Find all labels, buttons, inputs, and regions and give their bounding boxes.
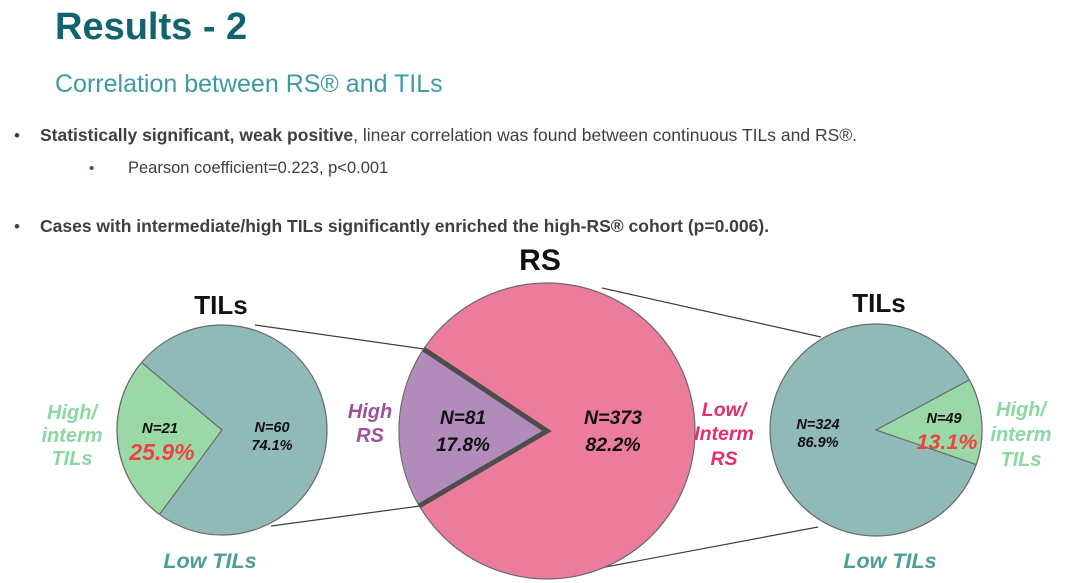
bullet-1-sub-text: Pearson coefficient=0.223, p<0.001 (128, 159, 389, 177)
callout-line: High/ (47, 402, 99, 424)
bullet-1-bold: Statistically significant, weak positive (40, 125, 354, 145)
center-pie-wedge-n-label: N=81 (440, 408, 486, 429)
right-pie-title: TILs (852, 288, 905, 318)
bullet-1-text: Statistically significant, weak positive… (40, 126, 857, 145)
callout-line: TILs (51, 448, 92, 470)
callout-line: High (348, 401, 392, 423)
left-pie-wedge-pct-label: 25.9% (128, 439, 194, 465)
callout-line: Interm (694, 423, 754, 445)
right-pie-main-n-label: N=324 (796, 417, 839, 433)
left-high-interm-tils-callout: High/ interm TILs (41, 402, 102, 470)
left-pie-main-n-label: N=60 (254, 420, 289, 436)
center-pie-wedge-pct-label: 17.8% (436, 435, 490, 456)
right-pie-wedge-pct-label: 13.1% (917, 430, 978, 454)
center-pie-high-rs-slice (398, 348, 548, 507)
bullet-marker: • (14, 217, 20, 236)
connector-line-top-right (601, 287, 822, 338)
center-pie-title: RS (519, 244, 561, 277)
low-interm-rs-callout: Low/ Interm RS (694, 399, 754, 470)
slide-subtitle: Correlation between RS® and TILs (55, 70, 443, 98)
left-low-tils-label: Low TILs (163, 549, 256, 573)
center-pie-main-pct-label: 82.2% (585, 434, 640, 456)
connector-line-top-left (254, 324, 425, 350)
bullet-1-rest: , linear correlation was found between c… (353, 125, 858, 145)
left-pie-title: TILs (194, 290, 247, 320)
center-pie-main-n-label: N=373 (584, 407, 642, 429)
right-high-interm-tils-callout: High/ interm TILs (990, 399, 1051, 471)
page-title: Results - 2 (55, 6, 248, 48)
callout-line: interm (41, 425, 102, 447)
callout-line: interm (990, 424, 1051, 446)
callout-line: RS (710, 448, 737, 470)
bullet-2-text: Cases with intermediate/high TILs signif… (40, 216, 770, 236)
callout-line: High/ (996, 399, 1048, 421)
right-pie-high-interm-slice (874, 379, 983, 466)
high-rs-callout: High RS (348, 401, 392, 447)
high-rs-wedge-thick-border (418, 347, 552, 509)
left-pie-wedge-n-label: N=21 (142, 420, 178, 437)
right-pie-main-pct-label: 86.9% (797, 435, 838, 451)
right-pie-wedge-n-label: N=49 (926, 411, 961, 427)
left-pie-high-interm-slice (116, 361, 223, 516)
sub-bullet-marker: • (89, 160, 95, 177)
callout-line: RS (356, 425, 384, 447)
callout-line: Low/ (702, 399, 749, 421)
bullet-marker: • (14, 126, 20, 145)
callout-line: TILs (1000, 449, 1041, 471)
connector-line-bottom-left (270, 505, 421, 527)
left-pie-main-pct-label: 74.1% (251, 438, 292, 454)
right-low-tils-label: Low TILs (843, 549, 936, 573)
